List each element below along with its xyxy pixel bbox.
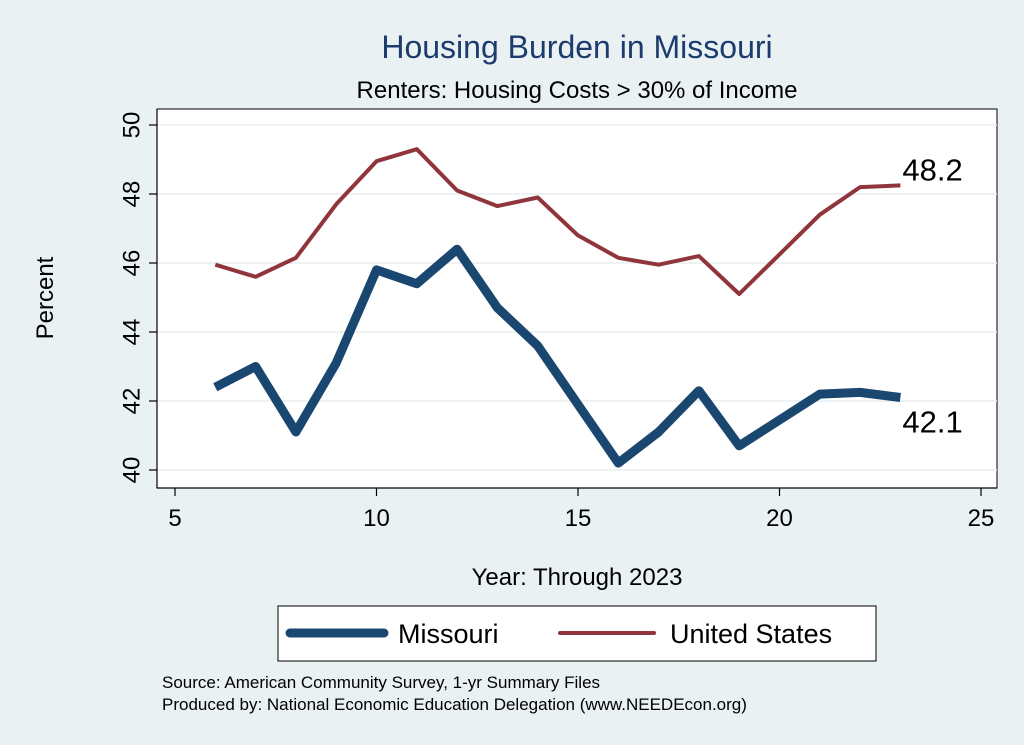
x-tick-label: 10 — [363, 505, 390, 532]
x-tick-label: 20 — [766, 505, 793, 532]
y-tick-label: 44 — [118, 319, 145, 346]
x-axis-title: Year: Through 2023 — [472, 564, 683, 591]
y-tick-label: 46 — [118, 250, 145, 277]
x-tick-label: 25 — [968, 505, 995, 532]
x-tick-label: 15 — [565, 505, 592, 532]
missouri-end-label: 42.1 — [902, 405, 962, 440]
legend-label-united-states: United States — [670, 619, 832, 649]
legend-label-missouri: Missouri — [398, 619, 499, 649]
missouri-line — [213, 244, 901, 468]
producer-note: Produced by: National Economic Education… — [162, 695, 747, 714]
chart-subtitle: Renters: Housing Costs > 30% of Income — [357, 77, 798, 104]
source-note: Source: American Community Survey, 1-yr … — [162, 673, 600, 692]
united-states-end-label: 48.2 — [902, 152, 962, 187]
y-tick-label: 50 — [118, 112, 145, 139]
x-tick-label: 5 — [168, 505, 181, 532]
legend: Missouri United States — [277, 605, 877, 662]
series-lines — [213, 147, 901, 468]
united-states-line — [214, 147, 901, 296]
axes: 40 42 44 46 48 50 5 10 15 20 25 — [118, 109, 997, 532]
chart-title: Housing Burden in Missouri — [381, 29, 772, 65]
y-tick-label: 40 — [118, 457, 145, 484]
plot-area — [156, 108, 998, 489]
y-tick-label: 48 — [118, 181, 145, 208]
y-axis-title: Percent — [32, 256, 59, 339]
y-tick-label: 42 — [118, 388, 145, 415]
